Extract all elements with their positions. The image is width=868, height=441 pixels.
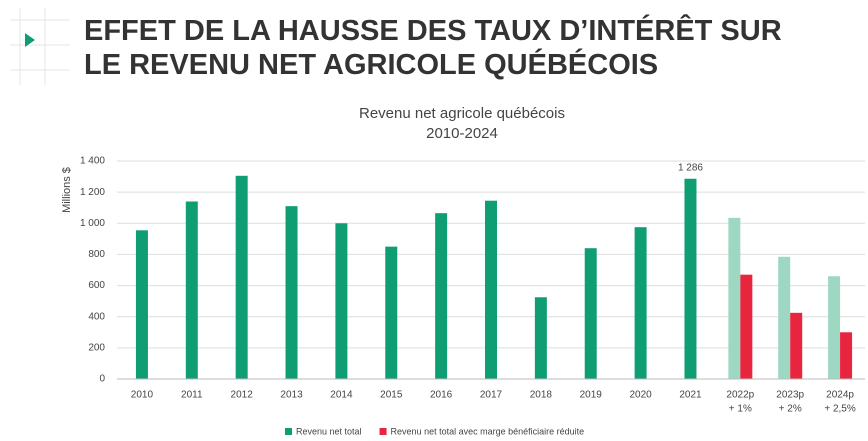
x-tick-label: 2011: [181, 390, 203, 401]
bar: [840, 332, 853, 379]
bar: [285, 206, 298, 379]
legend-label: Revenu net total: [296, 426, 362, 436]
y-axis-label: Millions $: [61, 167, 73, 213]
bar: [728, 217, 741, 379]
legend-swatch: [285, 428, 292, 435]
y-tick-label: 1 000: [80, 218, 105, 229]
x-tick-note: + 1%: [729, 404, 752, 415]
y-tick-label: 1 400: [80, 156, 105, 167]
y-tick-label: 200: [88, 342, 105, 353]
x-tick-label: 2023p: [776, 390, 804, 401]
bar: [790, 312, 803, 379]
legend-swatch: [379, 428, 387, 435]
x-tick-label: 2019: [580, 390, 603, 401]
x-tick-label: 2010: [131, 390, 154, 401]
y-tick-label: 800: [88, 249, 105, 260]
chart-subtitle: 2010-2024: [426, 125, 498, 142]
bar: [778, 256, 791, 379]
bar: [534, 297, 547, 379]
bar: [235, 175, 248, 379]
x-tick-label: 2016: [430, 390, 453, 401]
bar: [385, 246, 398, 379]
slide-title: LE REVENU NET AGRICOLE QUÉBÉCOIS: [84, 47, 658, 81]
data-label: 1 286: [678, 162, 703, 173]
x-tick-label: 2012: [231, 390, 254, 401]
bar: [435, 213, 448, 379]
bar: [335, 223, 348, 379]
bullet: [25, 33, 35, 47]
bar: [828, 276, 841, 379]
bar: [485, 200, 497, 379]
y-tick-label: 600: [88, 280, 105, 291]
x-tick-label: 2015: [380, 390, 403, 401]
chart-title: Revenu net agricole québécois: [359, 105, 565, 122]
x-tick-label: 2014: [330, 390, 353, 401]
slide-title: EFFET DE LA HAUSSE DES TAUX D’INTÉRÊT SU…: [84, 13, 782, 47]
x-tick-label: 2018: [530, 390, 553, 401]
x-tick-label: 2020: [629, 390, 652, 401]
legend-label: Revenu net total avec marge bénéficiaire…: [391, 426, 585, 436]
x-tick-note: + 2%: [779, 404, 802, 415]
bar: [684, 178, 697, 379]
decor: [10, 8, 70, 85]
x-tick-label: 2013: [280, 390, 303, 401]
bar: [135, 230, 148, 379]
y-tick-label: 400: [88, 311, 105, 322]
x-tick-label: 2021: [679, 390, 702, 401]
x-tick-note: + 2,5%: [824, 404, 856, 415]
bar: [584, 248, 597, 379]
bar: [185, 201, 198, 379]
y-tick-label: 0: [99, 374, 105, 385]
bar: [634, 227, 647, 379]
y-tick-label: 1 200: [80, 187, 105, 198]
x-tick-label: 2024p: [826, 390, 854, 401]
x-tick-label: 2022p: [726, 390, 754, 401]
bar: [740, 274, 753, 379]
x-tick-label: 2017: [480, 390, 503, 401]
